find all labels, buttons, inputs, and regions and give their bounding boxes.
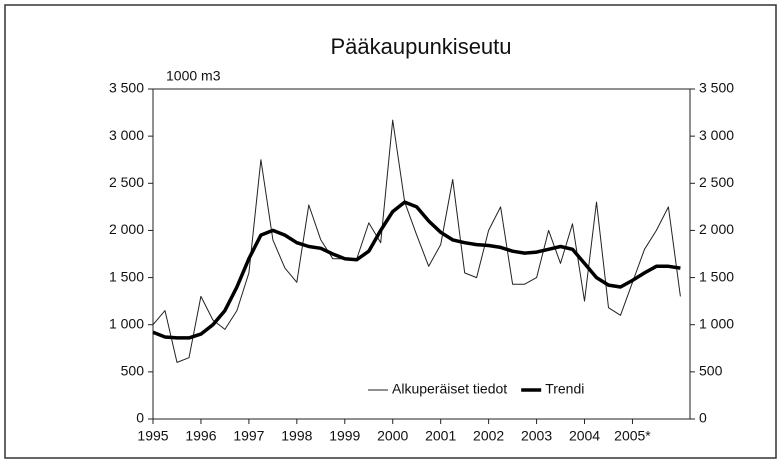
x-tick-label: 2002 [473, 428, 504, 444]
y-tick-label: 1 000 [109, 315, 144, 331]
y2-tick-label: 2 500 [699, 174, 734, 190]
plot-area [152, 88, 691, 420]
chart-title: Pääkaupunkiseutu [330, 34, 511, 59]
y-tick-label: 2 500 [109, 174, 144, 190]
legend-label: Trendi [545, 381, 584, 397]
x-tick-label: 1995 [137, 428, 168, 444]
y-tick-label: 2 000 [109, 221, 144, 237]
x-tick-label: 2000 [377, 428, 408, 444]
x-tick-label: 2005* [614, 428, 651, 444]
line-series [152, 119, 681, 363]
x-tick-label: 2003 [521, 428, 552, 444]
x-tick-label: 1998 [281, 428, 312, 444]
legend-label: Alkuperäiset tiedot [392, 381, 507, 397]
y-tick-label: 500 [121, 363, 145, 379]
y2-tick-label: 1 000 [699, 315, 734, 331]
x-tick-label: 1997 [233, 428, 264, 444]
y-tick-label: 3 000 [109, 127, 144, 143]
y-tick-label: 3 500 [109, 80, 144, 96]
x-tick-label: 2001 [425, 428, 456, 444]
y2-tick-label: 3 500 [699, 80, 734, 96]
frame [4, 4, 777, 459]
x-tick-label: 1996 [185, 428, 216, 444]
y2-tick-label: 3 000 [699, 127, 734, 143]
x-tick-label: 1999 [329, 428, 360, 444]
y-tick-label: 0 [136, 410, 144, 426]
line-series [152, 200, 681, 340]
y2-tick-label: 1 500 [699, 268, 734, 284]
y2-tick-label: 500 [699, 363, 723, 379]
y2-tick-label: 2 000 [699, 221, 734, 237]
axis-unit: 1000 m3 [166, 68, 221, 84]
x-tick-label: 2004 [569, 428, 600, 444]
y-tick-label: 1 500 [109, 268, 144, 284]
y2-tick-label: 0 [699, 410, 707, 426]
